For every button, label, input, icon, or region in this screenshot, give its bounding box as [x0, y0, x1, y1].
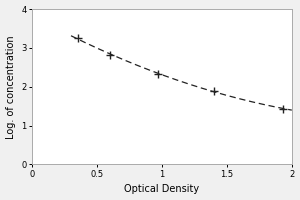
Y-axis label: Log. of concentration: Log. of concentration — [6, 35, 16, 139]
X-axis label: Optical Density: Optical Density — [124, 184, 200, 194]
